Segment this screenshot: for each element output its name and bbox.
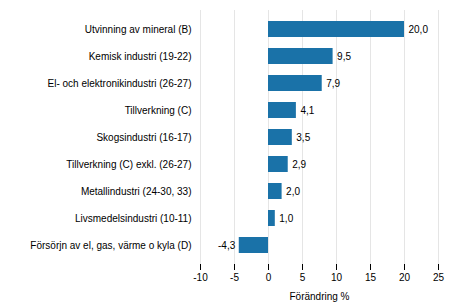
svg-text:Skogsindustri (16-17): Skogsindustri (16-17) [96,132,191,143]
svg-text:5: 5 [300,272,306,283]
svg-text:Metallindustri (24-30, 33): Metallindustri (24-30, 33) [81,186,192,197]
svg-text:Tillverkning (C) exkl. (26-27): Tillverkning (C) exkl. (26-27) [66,159,191,170]
svg-text:-4,3: -4,3 [218,240,236,251]
svg-text:Försörjn av el, gas, värme o k: Försörjn av el, gas, värme o kyla (D) [30,240,191,251]
svg-text:4,1: 4,1 [300,105,314,116]
svg-text:Tillverkning (C): Tillverkning (C) [125,105,192,116]
svg-text:Kemisk industri (19-22): Kemisk industri (19-22) [89,51,192,62]
svg-text:20,0: 20,0 [409,24,429,35]
svg-text:20: 20 [399,272,411,283]
svg-text:Livsmedelsindustri (10-11): Livsmedelsindustri (10-11) [75,213,192,224]
svg-text:10: 10 [331,272,343,283]
svg-text:-5: -5 [230,272,239,283]
svg-text:Utvinning av mineral (B): Utvinning av mineral (B) [85,24,192,35]
svg-text:0: 0 [266,272,272,283]
svg-text:3,5: 3,5 [296,132,310,143]
svg-text:2,9: 2,9 [292,159,306,170]
svg-text:7,9: 7,9 [326,78,340,89]
svg-text:1,0: 1,0 [279,213,293,224]
svg-text:Förändring %: Förändring % [289,291,349,302]
svg-text:-10: -10 [193,272,208,283]
svg-text:9,5: 9,5 [337,51,351,62]
svg-text:15: 15 [365,272,377,283]
svg-text:El- och elektronikindustri (26: El- och elektronikindustri (26-27) [48,78,192,89]
svg-text:25: 25 [433,272,445,283]
svg-text:2,0: 2,0 [286,186,300,197]
